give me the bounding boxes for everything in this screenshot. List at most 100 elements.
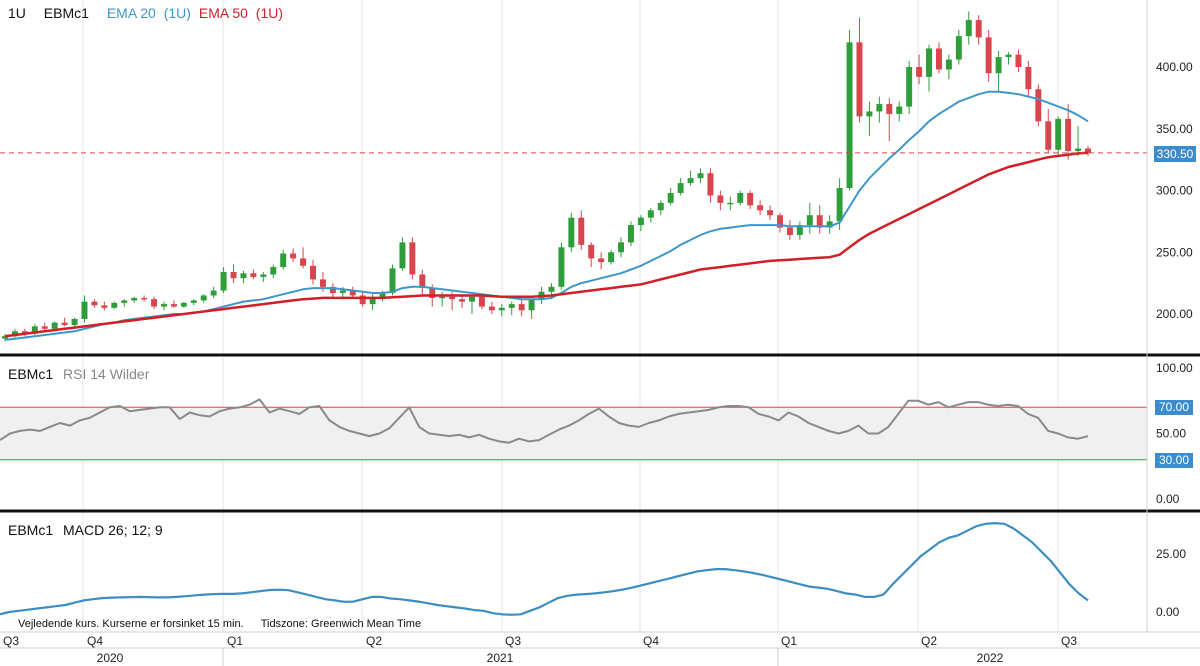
candle-body — [1045, 121, 1052, 150]
candle-body — [747, 192, 754, 206]
candle-body — [1025, 67, 1032, 90]
overlays — [0, 90, 1147, 616]
candle-body — [687, 178, 694, 184]
candle-body — [478, 296, 485, 307]
candle-body — [836, 188, 843, 222]
candle-body — [995, 57, 1002, 74]
candle-body — [637, 217, 644, 226]
candle-body — [657, 202, 664, 211]
candle-body — [767, 210, 774, 216]
candle-body — [558, 247, 565, 287]
candle-body — [598, 258, 605, 263]
ema20-period: (1U) — [163, 5, 191, 21]
x-quarter-label: Q4 — [87, 634, 103, 648]
rsi-y-tick-label: 50.00 — [1156, 427, 1186, 441]
candle-body — [935, 48, 942, 70]
candle-body — [91, 301, 98, 306]
x-quarter-label: Q3 — [505, 634, 521, 648]
candle-body — [1005, 54, 1012, 58]
candle-body — [121, 300, 128, 303]
candle-body — [111, 302, 118, 308]
candle-body — [369, 297, 376, 305]
candle-body — [280, 253, 287, 268]
candle-body — [449, 296, 456, 300]
candle-body — [618, 242, 624, 253]
candle-body — [160, 304, 167, 307]
y-tick-label: 200.00 — [1156, 307, 1193, 321]
symbol-label[interactable]: EBMc1 — [43, 5, 89, 21]
candle-body — [826, 221, 833, 228]
candle-body — [488, 306, 495, 311]
x-year-label: 2022 — [977, 651, 1004, 665]
candle-body — [916, 67, 923, 77]
x-quarter-label: Q2 — [366, 634, 382, 648]
main-header: 1U EBMc1 EMA 20 (1U) EMA 50 (1U) — [8, 5, 283, 21]
candle-body — [379, 293, 386, 298]
ema20-line — [4, 90, 1089, 341]
candles — [2, 11, 1091, 342]
candle-body — [61, 322, 68, 326]
macd-y-tick-label: 0.00 — [1156, 605, 1180, 619]
candle-body — [81, 301, 88, 319]
x-quarter-label: Q1 — [227, 634, 243, 648]
x-quarter-label: Q4 — [643, 634, 659, 648]
candle-body — [965, 20, 972, 37]
candle-body — [856, 42, 863, 117]
candle-body — [667, 192, 674, 203]
candle-body — [578, 217, 585, 245]
candle-body — [290, 253, 297, 259]
candle-body — [786, 227, 793, 235]
candle-body — [2, 336, 8, 339]
candle-body — [200, 295, 207, 301]
candle-body — [707, 173, 714, 196]
candle-body — [31, 326, 38, 334]
candle-body — [816, 215, 823, 228]
candle-body — [141, 297, 148, 300]
ema50-label[interactable]: EMA 50 — [198, 5, 248, 21]
candle-body — [627, 225, 634, 243]
macd-symbol: EBMc1 — [8, 522, 54, 538]
rsi-name[interactable]: RSI 14 Wilder — [63, 366, 150, 382]
candle-body — [548, 286, 555, 292]
y-tick-label: 350.00 — [1156, 122, 1193, 136]
x-quarter-label: Q3 — [3, 634, 19, 648]
candle-body — [459, 299, 466, 302]
macd-name[interactable]: MACD 26; 12; 9 — [63, 522, 163, 538]
rsi-symbol: EBMc1 — [8, 366, 54, 382]
candle-body — [757, 205, 764, 211]
candle-body — [429, 288, 436, 298]
candle-body — [349, 290, 356, 296]
candle-body — [1085, 148, 1091, 153]
macd-line — [0, 521, 1089, 616]
candle-body — [339, 290, 346, 294]
candle-body — [151, 299, 158, 307]
grid — [82, 0, 1059, 632]
candle-body — [359, 295, 366, 305]
ema20-label[interactable]: EMA 20 — [106, 5, 156, 21]
rsi-70-tag: 70.00 — [1155, 400, 1193, 415]
candle-body — [647, 210, 654, 218]
candle-body — [131, 297, 138, 301]
candle-body — [1065, 118, 1072, 151]
candle-body — [985, 37, 992, 74]
candle-body — [419, 274, 426, 289]
macd-header: EBMc1 MACD 26; 12; 9 — [8, 522, 163, 538]
x-quarter-label: Q3 — [1061, 634, 1077, 648]
footer-note: Vejledende kurs. Kurserne er forsinket 1… — [18, 618, 421, 630]
rsi-header: EBMc1 RSI 14 Wilder — [8, 366, 149, 382]
rsi-y-tick-label: 100.00 — [1156, 361, 1193, 375]
candle-body — [1055, 118, 1062, 150]
candle-body — [518, 304, 525, 311]
candle-body — [1035, 89, 1042, 122]
rsi-30-tag: 30.00 — [1155, 453, 1193, 468]
delay-note: Vejledende kurs. Kurserne er forsinket 1… — [18, 618, 244, 630]
candle-body — [796, 225, 803, 235]
candle-body — [389, 268, 396, 294]
candle-body — [737, 192, 744, 203]
candle-body — [1015, 54, 1022, 67]
interval-label[interactable]: 1U — [8, 5, 26, 21]
ema50-line — [4, 151, 1089, 338]
candle-body — [439, 296, 446, 299]
candle-body — [469, 296, 475, 302]
